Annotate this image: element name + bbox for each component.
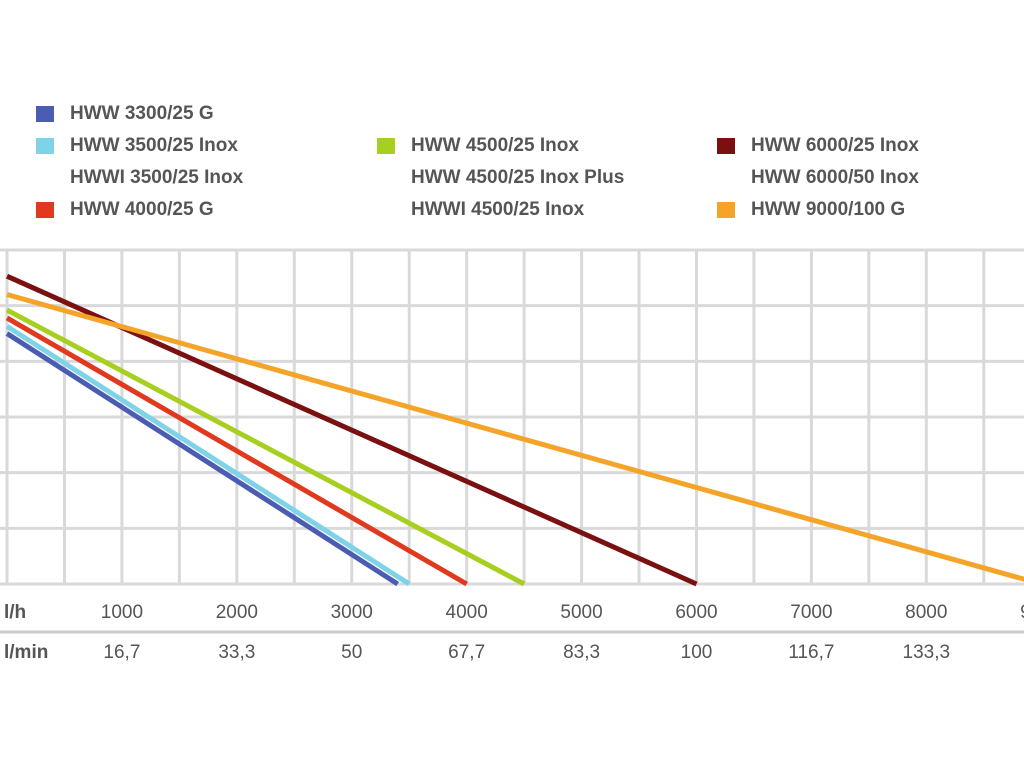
legend-label: HWW 6000/50 Inox [751,167,919,188]
grid [0,248,1024,586]
series-line [6,292,1024,582]
x-tick-label: 1000 [101,602,143,623]
legend-label: HWW 3500/25 Inox [70,135,238,156]
x-tick-label: 8000 [905,602,947,623]
series-line [5,315,468,587]
x-tick-label: 5000 [560,602,602,623]
x-tick-label: 9000 [1020,602,1024,623]
x2-tick-label: 100 [681,642,713,663]
x-unit: l/h [4,602,26,623]
legend: HWW 3300/25 G HWW 3500/25 Inox HWWI 3500/2… [36,103,919,220]
x-tick-label: 6000 [675,602,717,623]
legend-swatch [36,138,54,154]
legend-swatch [36,106,54,122]
legend-label: HWW 4500/25 Inox [411,135,579,156]
x-tick-label: 3000 [331,602,373,623]
legend-label: HWW 6000/25 Inox [751,135,919,156]
x2-tick-label: 67,7 [448,642,485,663]
series-line [5,307,526,587]
legend-label: HWWI 3500/25 Inox [70,167,244,188]
x2-unit: l/min [4,642,48,663]
legend-swatch [717,138,735,154]
legend-label: HWW 4000/25 G [70,199,214,220]
series-line [5,324,411,587]
x-tick-label: 2000 [216,602,258,623]
x2-tick-label: 16,7 [103,642,140,663]
legend-swatch [36,202,54,218]
series-line [5,331,400,587]
legend-swatch [377,138,395,154]
x2-tick-label: 133,3 [903,642,951,663]
x2-tick-label: 50 [341,642,362,663]
legend-label: HWW 9000/100 G [751,199,905,220]
x2-tick-label: 83,3 [563,642,600,663]
x2-tick-label: 116,7 [788,642,834,663]
legend-label: HWWI 4500/25 Inox [411,199,585,220]
x2-tick-label: 33,3 [218,642,255,663]
legend-swatch [717,202,735,218]
x-tick-label: 4000 [446,602,488,623]
legend-label: HWW 3300/25 G [70,103,214,124]
x-tick-label: 7000 [790,602,832,623]
legend-label: HWW 4500/25 Inox Plus [411,167,624,188]
